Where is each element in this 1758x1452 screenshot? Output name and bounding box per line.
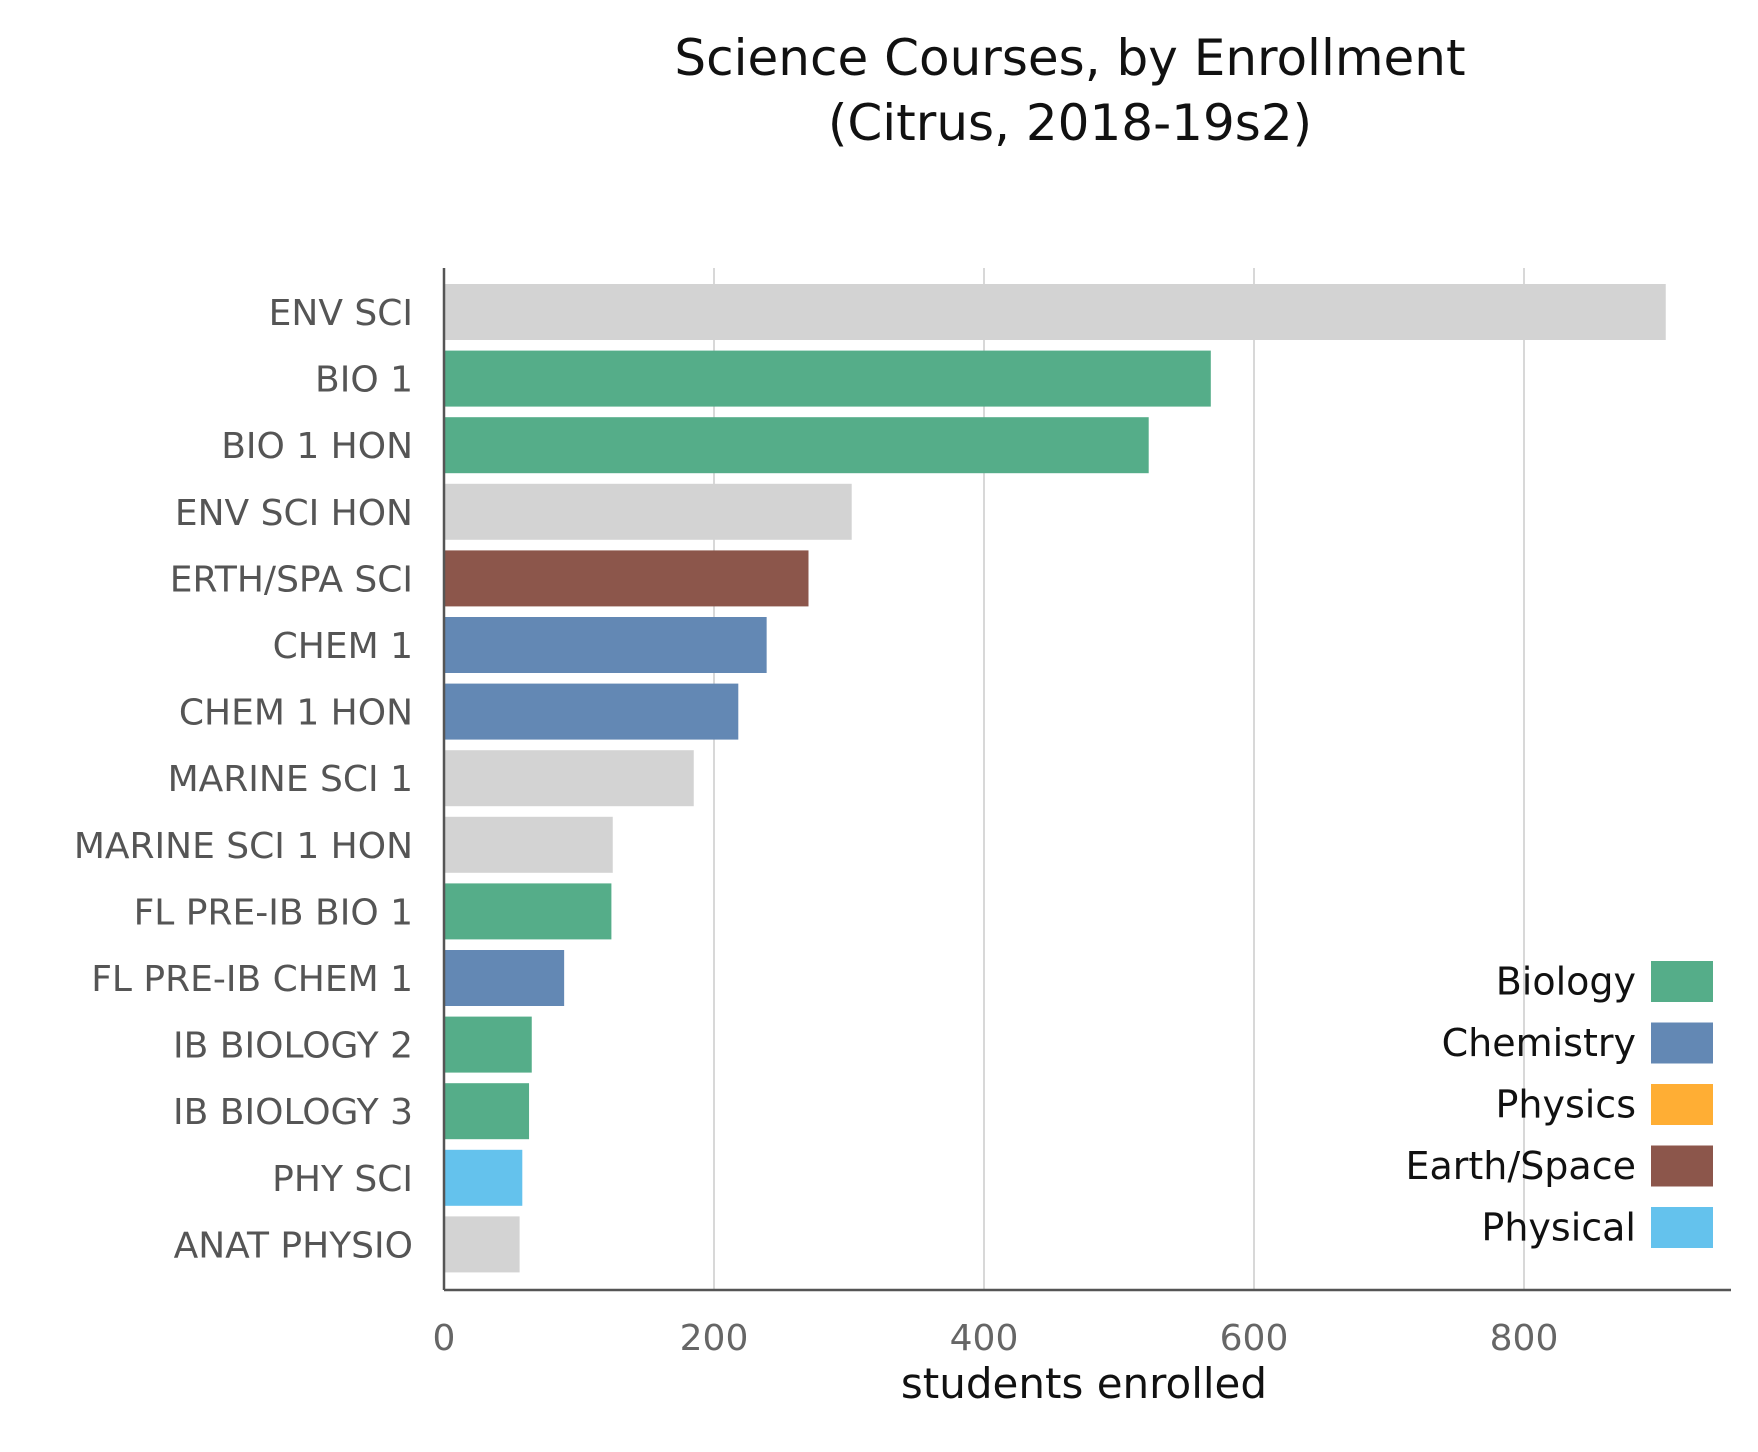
bar-10 (444, 950, 565, 1006)
legend-swatch-3 (1651, 1145, 1713, 1187)
x-axis-title: students enrolled (901, 1359, 1267, 1408)
category-label-10: FL PRE-IB CHEM 1 (91, 959, 413, 1000)
legend-label-4: Physical (1481, 1206, 1636, 1250)
category-label-12: IB BIOLOGY 3 (173, 1092, 413, 1133)
category-label-3: ENV SCI HON (175, 493, 413, 534)
legend-swatch-1 (1651, 1022, 1713, 1064)
category-label-1: BIO 1 (315, 360, 413, 401)
chart-title: Science Courses, by Enrollment (674, 29, 1465, 87)
bar-7 (444, 750, 694, 807)
category-label-8: MARINE SCI 1 HON (74, 826, 413, 867)
bar-3 (444, 483, 852, 540)
legend-label-1: Chemistry (1442, 1021, 1636, 1065)
category-label-2: BIO 1 HON (221, 426, 413, 467)
bar-2 (444, 417, 1149, 474)
category-label-0: ENV SCI (269, 293, 413, 334)
x-tick-label-600: 600 (1220, 1318, 1289, 1359)
axes (442, 268, 1731, 1292)
bar-6 (444, 683, 739, 740)
bar-5 (444, 617, 767, 673)
bar-8 (444, 816, 613, 873)
category-label-9: FL PRE-IB BIO 1 (134, 892, 413, 933)
category-label-6: CHEM 1 HON (179, 693, 413, 734)
legend-label-2: Physics (1495, 1083, 1636, 1127)
x-tick-label-400: 400 (950, 1318, 1019, 1359)
category-label-11: IB BIOLOGY 2 (173, 1026, 413, 1067)
legend-label-0: Biology (1496, 960, 1636, 1004)
x-tick-label-200: 200 (680, 1318, 749, 1359)
bar-0 (444, 284, 1666, 340)
category-label-4: ERTH/SPA SCI (170, 559, 413, 600)
bar-14 (444, 1216, 520, 1273)
legend: Biology Chemistry Physics Earth/Space Physic… (1405, 960, 1713, 1250)
bars (444, 284, 1666, 1273)
bar-1 (444, 350, 1211, 407)
category-labels: ENV SCI BIO 1 BIO 1 HON ENV SCI HON ERTH/SPA… (74, 293, 413, 1266)
legend-swatch-2 (1651, 1084, 1713, 1125)
x-tick-label-0: 0 (433, 1318, 456, 1359)
bar-4 (444, 550, 809, 607)
category-label-5: CHEM 1 (273, 626, 413, 667)
x-tick-label-800: 800 (1490, 1318, 1559, 1359)
bar-12 (444, 1083, 530, 1140)
category-label-7: MARINE SCI 1 (168, 759, 413, 800)
bar-9 (444, 883, 612, 940)
legend-swatch-4 (1651, 1207, 1713, 1248)
bar-11 (444, 1016, 532, 1073)
chart-subtitle: (Citrus, 2018-19s2) (828, 94, 1312, 152)
x-tick-labels: 0 200 400 600 800 (433, 1318, 1559, 1359)
legend-swatch-0 (1651, 961, 1713, 1002)
bar-13 (444, 1149, 523, 1206)
category-label-13: PHY SCI (272, 1159, 413, 1200)
category-label-14: ANAT PHYSIO (174, 1225, 413, 1266)
legend-label-3: Earth/Space (1405, 1144, 1636, 1188)
